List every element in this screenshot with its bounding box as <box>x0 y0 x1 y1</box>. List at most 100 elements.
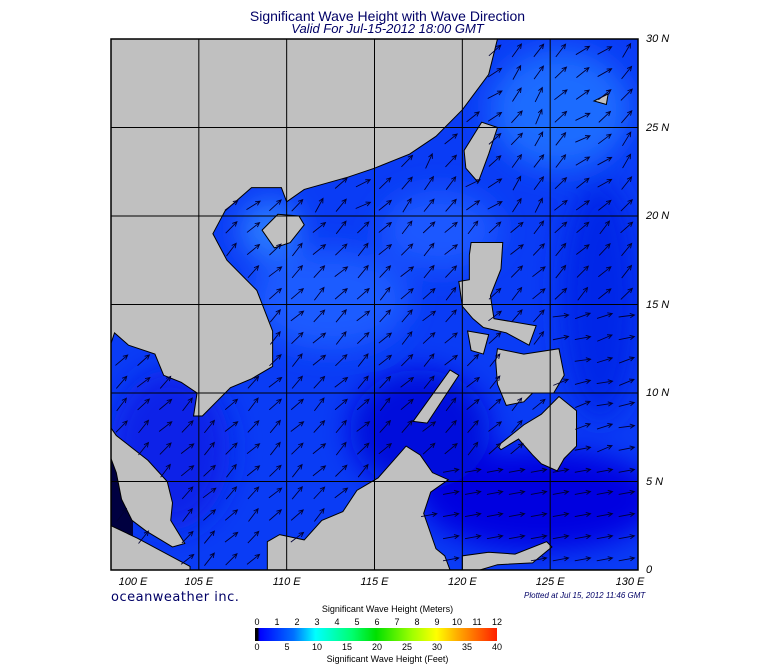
wave-direction-arrow <box>554 199 568 211</box>
wave-direction-arrow <box>553 378 570 386</box>
plotted-timestamp: Plotted at Jul 15, 2012 11:46 GMT <box>524 591 646 600</box>
wave-direction-arrow <box>246 553 261 565</box>
landmass-mindoro <box>466 330 490 355</box>
wave-direction-arrow <box>622 131 632 147</box>
wave-direction-arrow <box>511 397 523 412</box>
wave-direction-arrow <box>224 398 239 411</box>
wave-direction-arrow <box>159 375 172 389</box>
wave-direction-arrow <box>555 131 567 146</box>
wave-direction-arrow <box>487 201 503 210</box>
wave-direction-arrow <box>512 197 522 213</box>
lat-lon-grid <box>111 39 638 570</box>
wave-direction-arrow <box>442 511 460 518</box>
wave-direction-arrow <box>466 376 481 388</box>
wave-direction-arrow <box>313 286 325 301</box>
wave-direction-arrow <box>554 110 568 123</box>
longitude-label: 130 E <box>615 576 645 588</box>
wave-direction-arrow <box>400 398 414 411</box>
wave-direction-arrow <box>356 398 370 411</box>
wave-direction-arrow <box>291 353 303 367</box>
wave-direction-arrow <box>555 242 567 257</box>
wave-direction-arrow <box>533 153 545 168</box>
wave-direction-arrow <box>335 419 347 434</box>
wave-direction-arrow <box>445 419 457 433</box>
wave-direction-arrow <box>422 310 437 322</box>
wave-direction-arrow <box>357 242 369 257</box>
wave-direction-arrow <box>400 266 415 277</box>
wave-direction-arrow <box>334 287 348 300</box>
wave-direction-arrow <box>159 442 172 455</box>
wave-direction-arrow <box>313 309 326 323</box>
wave-direction-arrow <box>335 441 347 456</box>
wave-direction-arrow <box>596 423 614 430</box>
wave-direction-arrow <box>335 243 348 256</box>
landmass-palawan <box>412 369 460 424</box>
wave-direction-arrow <box>356 331 370 344</box>
wave-direction-arrow <box>510 221 524 233</box>
wave-direction-arrow <box>312 443 327 455</box>
wave-direction-arrow <box>182 507 193 522</box>
wave-direction-arrow <box>511 43 523 58</box>
wave-direction-arrow <box>312 465 327 477</box>
wave-direction-arrow <box>489 353 501 367</box>
wave-direction-arrow <box>423 198 435 212</box>
wave-direction-arrow <box>488 310 503 322</box>
wave-direction-arrow <box>442 467 460 473</box>
wave-direction-arrow <box>247 420 260 433</box>
wave-direction-arrow <box>379 419 392 433</box>
wave-direction-arrow <box>204 441 215 456</box>
colorbar-tick-meters: 1 <box>274 617 280 627</box>
wave-direction-arrow <box>596 379 614 385</box>
wave-direction-arrow <box>510 265 524 278</box>
wave-direction-arrow <box>269 441 281 456</box>
wave-direction-arrow <box>379 265 392 278</box>
wave-direction-arrow <box>379 375 392 389</box>
wave-direction-arrow <box>535 108 543 125</box>
wave-direction-arrow <box>621 110 633 124</box>
wave-direction-arrow <box>224 531 239 543</box>
wave-direction-arrow <box>379 309 392 323</box>
wave-direction-arrow <box>511 286 523 301</box>
wave-direction-arrow <box>290 509 305 521</box>
wave-direction-arrow <box>248 507 259 522</box>
wave-direction-arrow <box>576 265 590 278</box>
wave-direction-arrow <box>357 264 369 279</box>
wave-direction-arrow <box>401 330 413 345</box>
wave-direction-arrow <box>488 155 502 167</box>
wave-direction-arrow <box>530 467 548 473</box>
wave-height-map <box>110 38 639 571</box>
latitude-label: 15 N <box>646 298 670 311</box>
latitude-label: 0 <box>646 564 653 576</box>
colorbar-tick-feet: 0 <box>254 642 260 652</box>
wave-direction-arrow <box>618 312 636 319</box>
wave-direction-arrows <box>115 42 636 566</box>
wave-direction-arrow <box>115 354 129 366</box>
wave-direction-arrow <box>532 288 546 300</box>
wave-direction-arrow <box>445 198 457 212</box>
wave-direction-arrow <box>620 199 633 212</box>
wave-direction-arrow <box>597 133 612 145</box>
wave-direction-arrow <box>444 332 458 344</box>
wave-direction-arrow <box>596 467 614 473</box>
wave-direction-arrow <box>291 264 304 279</box>
wave-direction-arrow <box>511 309 523 323</box>
wave-direction-arrow <box>511 110 523 124</box>
wave-direction-arrow <box>512 175 522 191</box>
wave-direction-arrow <box>313 419 326 433</box>
wave-direction-arrow <box>554 221 568 234</box>
brand-logo: oceanweather inc. <box>111 590 240 605</box>
wave-direction-arrow <box>555 153 567 168</box>
wave-direction-arrow <box>356 442 370 455</box>
wave-direction-arrow <box>225 486 238 500</box>
wave-direction-arrow <box>423 264 435 279</box>
wave-direction-arrow <box>420 511 438 518</box>
colorbar-tick-meters: 10 <box>451 617 463 627</box>
wave-direction-arrow <box>357 221 370 234</box>
wave-direction-arrow <box>554 287 568 300</box>
wave-direction-arrow <box>425 152 433 169</box>
wave-direction-arrow <box>313 486 326 500</box>
wave-direction-arrow <box>530 511 548 518</box>
wave-direction-arrow <box>574 511 592 518</box>
wave-direction-arrow <box>618 423 636 429</box>
wave-direction-arrow <box>313 507 325 522</box>
